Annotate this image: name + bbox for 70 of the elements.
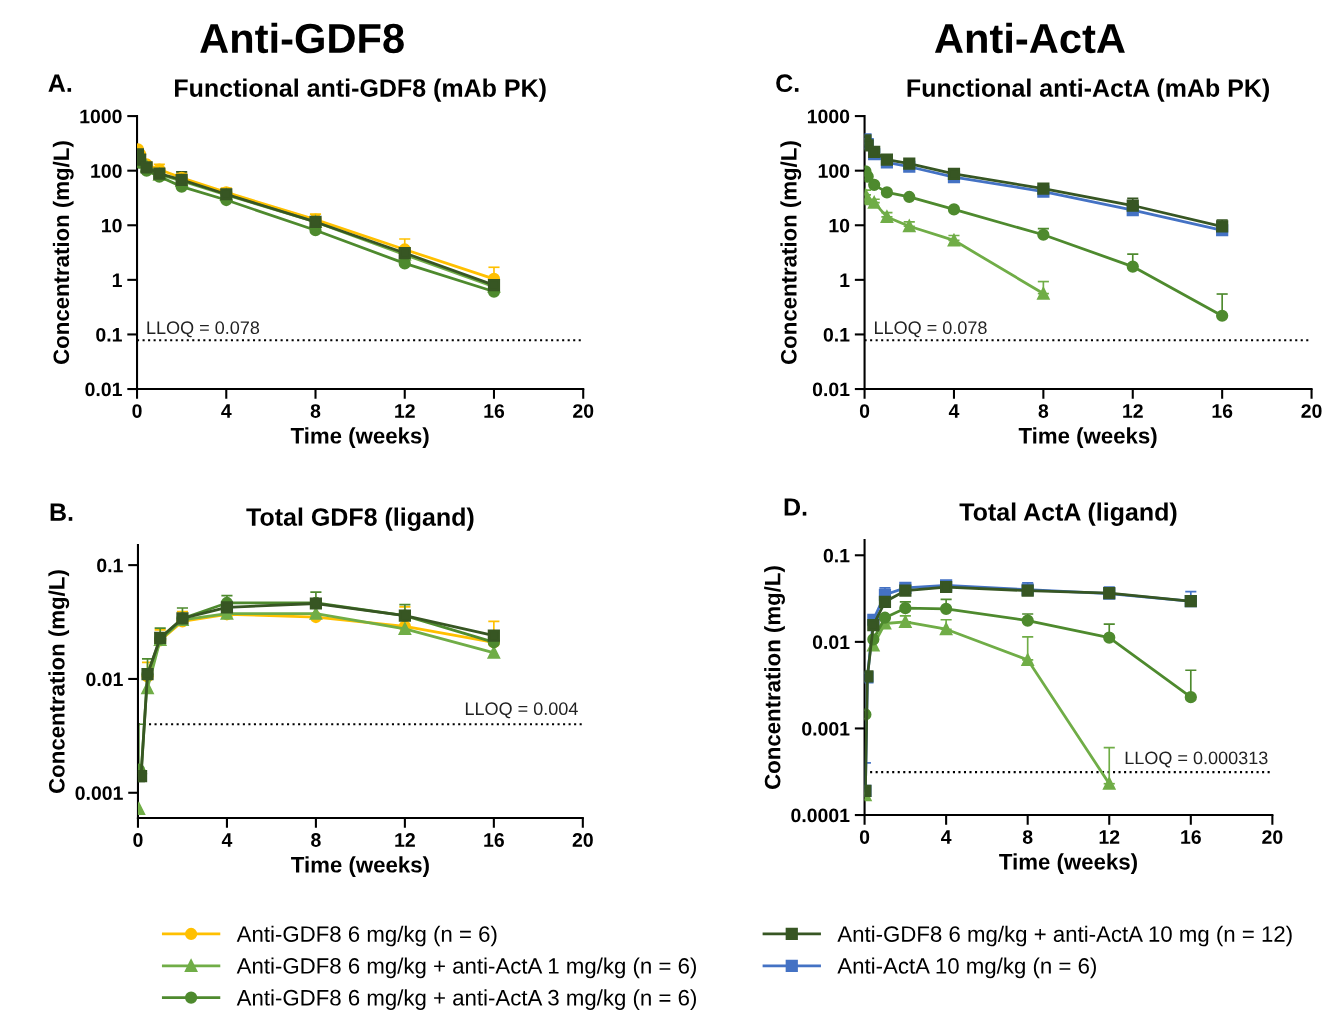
ref-line-label: LLOQ = 0.000313 — [1125, 751, 1268, 768]
text: Anti-ActA — [934, 22, 1125, 54]
x-tick-label: 20 — [572, 833, 593, 847]
y-tick-label: 0.1 — [823, 548, 850, 563]
x-tick-label: 20 — [573, 404, 594, 418]
chart-title: Total GDF8 (ligand) — [246, 507, 474, 531]
y-tick-label: 1000 — [807, 109, 850, 124]
x-tick-label: 12 — [1099, 830, 1120, 844]
y-tick-label: 0.01 — [812, 635, 850, 650]
y-tick-label: 0.01 — [812, 382, 850, 397]
x-axis-title: Time (weeks) — [291, 856, 429, 878]
x-tick-label: 16 — [484, 833, 504, 847]
x-tick-label: 0 — [859, 830, 870, 844]
y-tick-label: 0.1 — [97, 558, 123, 573]
text: B. — [50, 503, 73, 521]
chart-title: Functional anti-GDF8 (mAb PK) — [175, 78, 546, 102]
x-tick-label: 0 — [133, 833, 143, 847]
x-tick-label: 20 — [1301, 404, 1322, 418]
x-tick-label: 4 — [221, 404, 232, 418]
x-tick-label: 8 — [310, 404, 321, 418]
legend-label: Anti-GDF8 6 mg/kg (n = 6) — [236, 925, 497, 947]
ref-line-label: LLOQ = 0.004 — [465, 702, 578, 719]
ref-line-label: LLOQ = 0.078 — [147, 321, 260, 338]
x-axis-title: Time (weeks) — [1018, 427, 1157, 449]
x-axis-title: Time (weeks) — [999, 853, 1137, 875]
legend-label: Anti-GDF8 6 mg/kg + anti-ActA 1 mg/kg (n = 6) — [236, 957, 696, 979]
y-axis-title: Concentration (mg/L) — [780, 141, 802, 364]
y-tick-label: 1000 — [80, 109, 122, 124]
x-tick-label: 16 — [484, 404, 505, 418]
y-tick-label: 0.0001 — [791, 808, 850, 823]
x-tick-label: 12 — [395, 833, 415, 847]
x-tick-label: 4 — [221, 833, 233, 847]
text: C. — [776, 74, 799, 93]
text: D. — [784, 498, 807, 516]
x-tick-label: 12 — [1123, 404, 1143, 418]
legend-label: Anti-GDF8 6 mg/kg + anti-ActA 10 mg (n = 12) — [837, 925, 1292, 947]
y-tick-label: 0.001 — [802, 721, 850, 736]
x-axis-title: Time (weeks) — [290, 427, 429, 449]
x-tick-label: 20 — [1262, 830, 1283, 844]
x-tick-label: 0 — [859, 404, 870, 418]
ref-line-label: LLOQ = 0.078 — [874, 321, 987, 338]
x-tick-label: 16 — [1212, 404, 1233, 418]
y-tick-label: 100 — [91, 164, 122, 178]
y-axis-title: Concentration (mg/L) — [764, 566, 785, 789]
y-tick-label: 1 — [840, 273, 850, 287]
y-tick-label: 0.1 — [96, 327, 122, 342]
x-tick-label: 4 — [948, 404, 960, 418]
x-tick-label: 8 — [1038, 404, 1049, 418]
x-tick-label: 8 — [311, 833, 321, 847]
y-axis-title: Concentration (mg/L) — [52, 141, 74, 364]
y-tick-label: 100 — [818, 164, 850, 178]
chart-title: Functional anti-ActA (mAb PK) — [907, 78, 1269, 102]
chart-title: Total ActA (ligand) — [959, 502, 1177, 526]
y-tick-label: 0.01 — [86, 672, 123, 687]
y-tick-label: 0.01 — [85, 382, 122, 397]
x-tick-label: 12 — [395, 404, 415, 418]
x-tick-label: 0 — [132, 404, 142, 418]
y-axis-title: Concentration (mg/L) — [48, 570, 70, 793]
y-tick-label: 10 — [829, 218, 850, 233]
legend-label: Anti-GDF8 6 mg/kg + anti-ActA 3 mg/kg (n = 6) — [236, 989, 696, 1010]
text: Anti-GDF8 — [200, 22, 404, 54]
y-tick-label: 0.001 — [75, 786, 123, 801]
y-tick-label: 10 — [102, 218, 122, 233]
x-tick-label: 4 — [941, 830, 952, 844]
x-tick-label: 8 — [1022, 830, 1033, 844]
legend-label: Anti-ActA 10 mg/kg (n = 6) — [837, 957, 1096, 979]
y-tick-label: 1 — [112, 273, 122, 287]
y-tick-label: 0.1 — [823, 327, 850, 342]
x-tick-label: 16 — [1181, 830, 1201, 844]
text: A. — [48, 74, 72, 92]
